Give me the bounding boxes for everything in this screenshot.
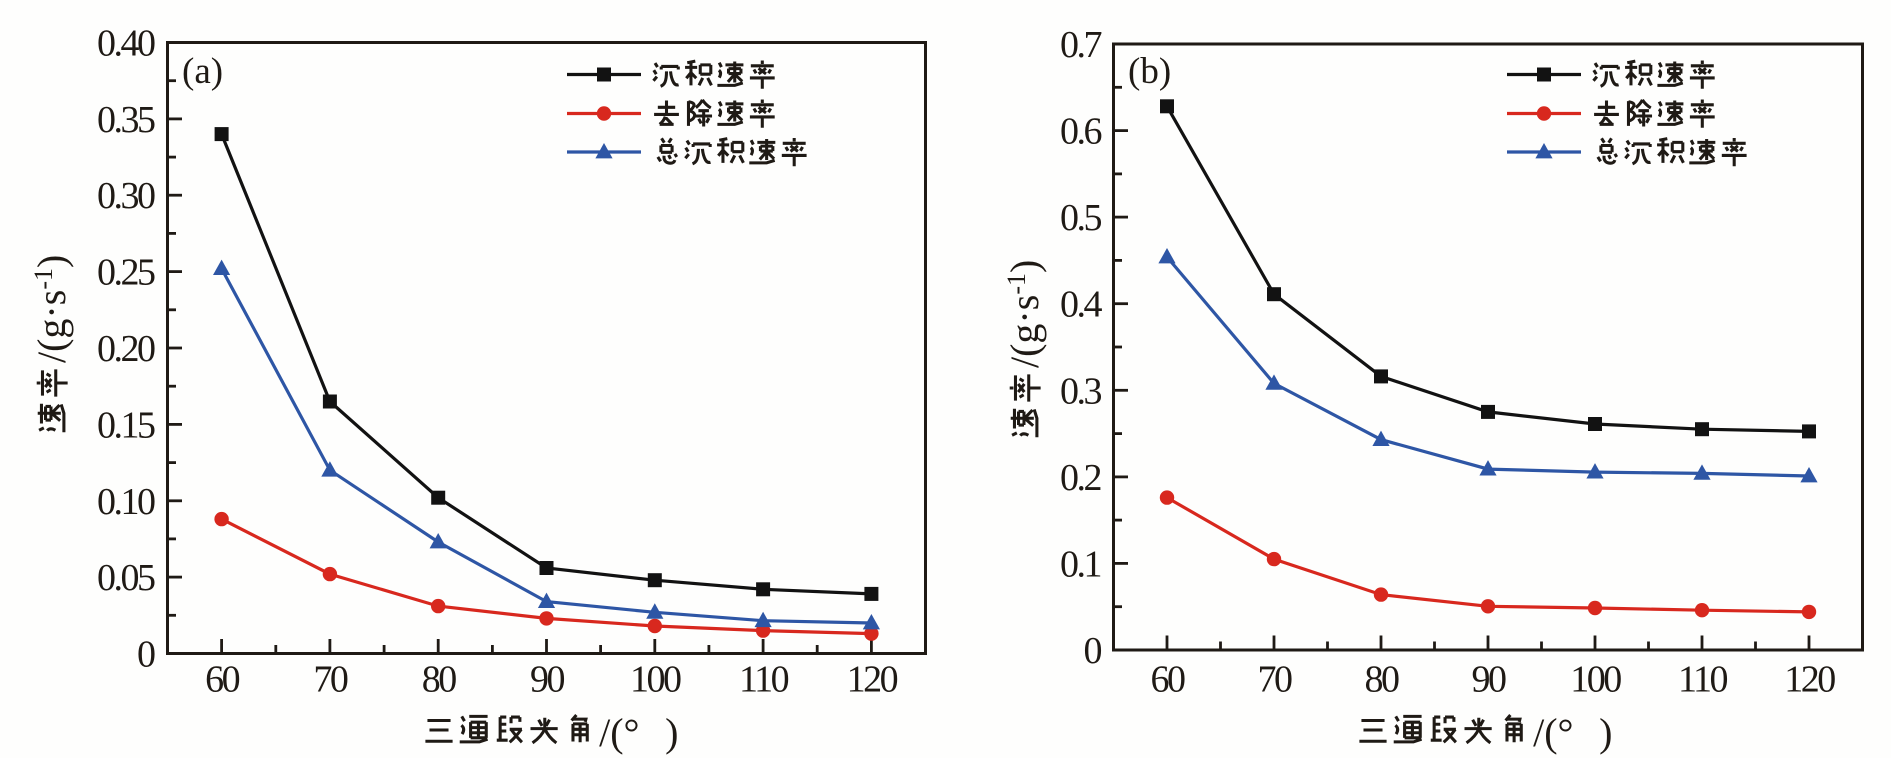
svg-text:90: 90 [530,659,565,701]
svg-text:110: 110 [739,659,789,701]
svg-text:0.20: 0.20 [97,328,155,370]
svg-text:80: 80 [1365,659,1400,701]
svg-text:0.15: 0.15 [97,404,155,446]
svg-text:120: 120 [1784,659,1835,701]
svg-text:0.25: 0.25 [97,252,155,294]
svg-text:120: 120 [847,659,898,701]
svg-text:(b): (b) [1128,51,1171,92]
svg-text:100: 100 [1570,659,1621,701]
svg-text:0.6: 0.6 [1060,111,1102,153]
svg-text:0.4: 0.4 [1060,284,1103,326]
svg-text:70: 70 [1258,659,1293,701]
svg-text:0.35: 0.35 [97,99,155,141]
svg-text:0.10: 0.10 [97,481,155,523]
svg-text:110: 110 [1678,659,1728,701]
svg-text:/(°: /(° [599,710,639,755]
svg-text:(a): (a) [182,51,223,92]
svg-text:0.7: 0.7 [1060,24,1102,66]
svg-text:0: 0 [1084,630,1102,672]
svg-text:/(g·s-1): /(g·s-1) [29,255,74,363]
svg-text:100: 100 [630,659,681,701]
svg-text:0: 0 [137,634,155,676]
svg-text:80: 80 [422,659,457,701]
svg-text:0.3: 0.3 [1060,370,1102,412]
svg-text:0.30: 0.30 [97,175,155,217]
svg-text:60: 60 [205,659,240,701]
svg-text:70: 70 [313,659,348,701]
svg-text:60: 60 [1151,659,1186,701]
svg-text:): ) [665,710,678,755]
svg-text:0.05: 0.05 [97,557,155,599]
svg-text:90: 90 [1472,659,1507,701]
svg-text:): ) [1599,710,1612,755]
svg-text:0.40: 0.40 [97,23,155,65]
svg-text:0.2: 0.2 [1060,457,1101,499]
svg-text:0.5: 0.5 [1060,197,1102,239]
svg-text:0.1: 0.1 [1060,543,1101,585]
svg-text:/(°: /(° [1533,710,1573,755]
